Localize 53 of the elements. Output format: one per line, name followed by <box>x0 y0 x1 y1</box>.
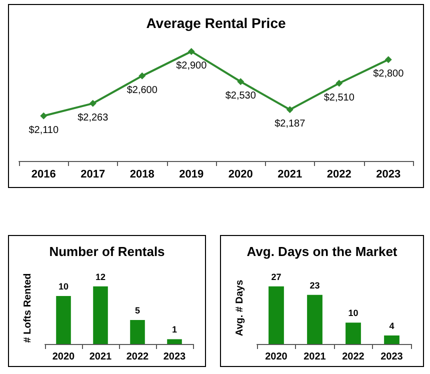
chart-title: Number of Rentals <box>49 244 165 259</box>
chart-title: Average Rental Price <box>146 15 286 31</box>
point <box>384 56 392 64</box>
data-label: 10 <box>58 282 69 292</box>
x-tick-label: 2017 <box>80 168 106 180</box>
x-tick-label: 2019 <box>179 168 204 180</box>
x-tick-label: 2022 <box>126 352 150 362</box>
data-label: 5 <box>134 306 140 316</box>
data-label: 27 <box>271 272 282 282</box>
bar <box>130 320 145 344</box>
bar <box>167 339 182 344</box>
data-label: 23 <box>310 280 320 290</box>
data-label: $2,900 <box>176 60 208 72</box>
bar <box>93 286 108 344</box>
data-label: $2,530 <box>225 90 256 102</box>
point <box>89 100 96 107</box>
bar <box>56 296 71 344</box>
point <box>286 106 294 114</box>
point <box>237 78 244 86</box>
bar <box>268 286 284 344</box>
x-tick-label: 2021 <box>278 168 302 180</box>
data-label: $2,800 <box>373 68 404 80</box>
x-tick-label: 2021 <box>304 352 326 362</box>
data-label: $2,510 <box>324 92 355 104</box>
y-axis-title: # Lofts Rented <box>22 273 34 343</box>
point <box>138 72 146 80</box>
data-label: $2,187 <box>274 118 306 130</box>
x-tick-label: 2022 <box>342 352 365 362</box>
data-label: $2,600 <box>126 84 158 96</box>
data-label: 12 <box>95 272 106 282</box>
bar <box>307 294 322 344</box>
data-label: 1 <box>172 324 178 335</box>
data-label: 4 <box>389 320 394 331</box>
x-tick-label: 2021 <box>89 352 112 362</box>
data-label: $2,110 <box>28 124 59 136</box>
y-axis-title: Avg. # Days <box>234 279 246 336</box>
point <box>188 48 195 55</box>
x-tick-label: 2023 <box>380 352 404 362</box>
point <box>336 80 343 87</box>
data-label: $2,263 <box>78 112 109 124</box>
x-tick-label: 2023 <box>163 352 186 362</box>
point <box>40 112 48 120</box>
chart-title: Avg. Days on the Market <box>246 244 398 259</box>
bar <box>346 322 361 344</box>
x-tick-label: 2018 <box>130 168 154 180</box>
x-tick-label: 2020 <box>228 168 253 180</box>
x-tick-label: 2020 <box>52 352 76 362</box>
x-tick-label: 2016 <box>31 168 56 180</box>
data-label: 10 <box>348 308 358 318</box>
x-tick-label: 2020 <box>265 352 288 362</box>
x-tick-label: 2023 <box>376 168 401 180</box>
bar <box>384 335 400 344</box>
x-tick-label: 2022 <box>326 168 352 180</box>
